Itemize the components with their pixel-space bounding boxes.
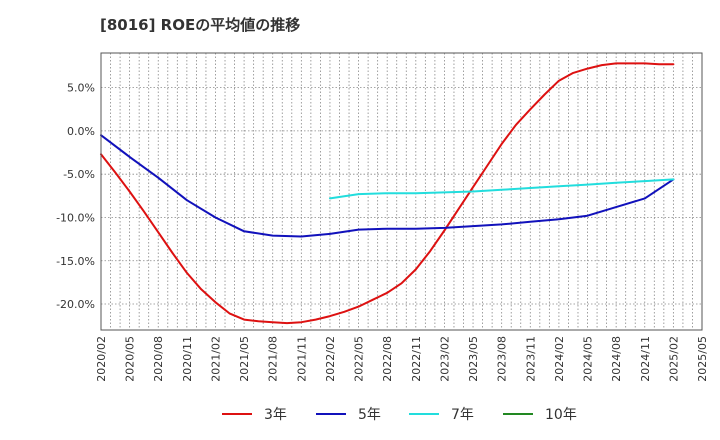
series-layer: [100, 62, 675, 325]
x-tick-label: 2021/02: [209, 336, 222, 382]
x-axis-ticks: 2020/02 2020/05 2020/08 2020/11 2021/02 2021/…: [95, 336, 709, 382]
y-tick-label: -15.0%: [56, 255, 95, 268]
x-tick-label: 2023/11: [524, 336, 537, 382]
x-tick-label: 2020/08: [152, 336, 165, 382]
x-tick-label: 2022/08: [381, 336, 394, 382]
x-tick-label: 2025/05: [696, 336, 709, 382]
x-tick-label: 2023/02: [438, 336, 451, 382]
y-tick-label: -5.0%: [63, 168, 95, 181]
x-tick-label: 2025/02: [667, 336, 680, 382]
plot-area-frame: [100, 52, 703, 331]
x-tick-label: 2023/05: [467, 336, 480, 382]
x-tick-label: 2024/05: [582, 336, 595, 382]
series-line-1: [100, 62, 675, 325]
series-line-3: [329, 178, 675, 200]
legend-label: 10年: [545, 407, 577, 423]
legend-label: 3年: [264, 407, 287, 423]
x-tick-label: 2024/02: [553, 336, 566, 382]
x-tick-label: 2022/02: [324, 336, 337, 382]
grid-layer: [101, 53, 702, 330]
x-tick-label: 2020/02: [95, 336, 108, 382]
x-tick-label: 2021/05: [238, 336, 251, 382]
y-tick-label: -20.0%: [56, 298, 95, 311]
y-tick-label: -10.0%: [56, 211, 95, 224]
y-tick-label: 5.0%: [67, 82, 95, 95]
x-tick-label: 2020/11: [181, 336, 194, 382]
legend: 3年 5年 7年 10年: [222, 407, 577, 423]
x-tick-label: 2021/11: [295, 336, 308, 382]
legend-label: 5年: [358, 407, 381, 423]
x-tick-label: 2022/11: [410, 336, 423, 382]
legend-label: 7年: [451, 407, 474, 423]
y-tick-label: 0.0%: [67, 125, 95, 138]
series-line-2: [100, 134, 675, 238]
x-tick-label: 2021/08: [267, 336, 280, 382]
x-tick-label: 2024/08: [610, 336, 623, 382]
x-tick-label: 2023/08: [496, 336, 509, 382]
x-tick-label: 2024/11: [639, 336, 652, 382]
y-axis-ticks: 5.0% 0.0% -5.0% -10.0% -15.0% -20.0%: [56, 82, 95, 311]
x-tick-label: 2022/05: [353, 336, 366, 382]
chart-title: [8016] ROEの平均値の推移: [100, 16, 301, 34]
x-tick-label: 2020/05: [124, 336, 137, 382]
